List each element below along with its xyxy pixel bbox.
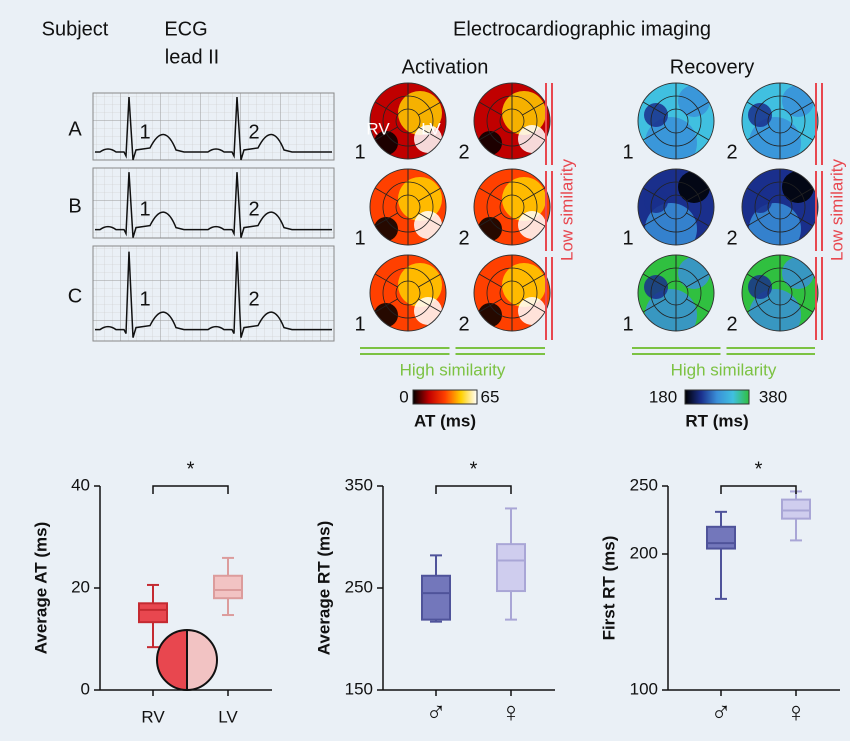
ecg-row-label: A (68, 118, 82, 140)
box (707, 527, 735, 549)
map-beat-label: 2 (726, 313, 737, 335)
beat-label: 1 (139, 198, 150, 220)
x-tick-label: ♂ (426, 696, 447, 727)
map-beat-label: 2 (726, 227, 737, 249)
map-beat-label: 2 (726, 141, 737, 163)
map-beat-label: 2 (458, 141, 469, 163)
y-tick-label: 100 (630, 679, 658, 698)
y-tick-label: 150 (345, 679, 373, 698)
colorbar-min: 180 (649, 387, 677, 406)
low-similarity: Low similarity (827, 158, 846, 261)
significance-label: * (755, 458, 763, 480)
y-tick-label: 250 (345, 577, 373, 596)
map-beat-label: 1 (622, 227, 633, 249)
x-tick-label: LV (218, 707, 238, 726)
ecg-row-label: B (68, 195, 81, 217)
significance-label: * (187, 458, 195, 480)
beat-label: 2 (248, 121, 259, 143)
map-beat-label: 2 (458, 313, 469, 335)
map-beat-label: 1 (622, 313, 633, 335)
y-axis-label: Average AT (ms) (31, 522, 50, 655)
high-similarity: High similarity (400, 360, 506, 379)
y-tick-label: 20 (71, 577, 90, 596)
box (422, 576, 450, 620)
map-beat-label: 1 (354, 313, 365, 335)
beat-label: 2 (248, 198, 259, 220)
y-tick-label: 350 (345, 475, 373, 494)
map-beat-label: 1 (354, 141, 365, 163)
colorbar (685, 390, 749, 404)
subject-header: Subject (42, 18, 109, 40)
map-beat-label: 2 (458, 227, 469, 249)
colorbar-max: 380 (759, 387, 787, 406)
colorbar-label: AT (ms) (414, 411, 476, 430)
activation-header: Activation (402, 56, 489, 78)
ecg-header: ECG (164, 18, 207, 40)
y-axis-label: Average RT (ms) (314, 521, 333, 655)
map-beat-label: 1 (622, 141, 633, 163)
box (497, 544, 525, 591)
high-similarity: High similarity (671, 360, 777, 379)
low-similarity: Low similarity (557, 158, 576, 261)
box (782, 500, 810, 519)
beat-label: 1 (139, 288, 150, 310)
box (139, 603, 167, 622)
ecg-row-label: C (68, 285, 82, 307)
y-tick-label: 0 (81, 679, 90, 698)
ventricle-label: RV (366, 119, 390, 138)
beat-label: 1 (139, 121, 150, 143)
significance-label: * (470, 458, 478, 480)
map-beat-label: 1 (354, 227, 365, 249)
x-tick-label: RV (141, 707, 165, 726)
x-tick-label: ♀ (786, 696, 807, 727)
ecg-header: lead II (165, 46, 219, 68)
colorbar-min: 0 (399, 387, 408, 406)
beat-label: 2 (248, 288, 259, 310)
box (214, 576, 242, 598)
y-axis-label: First RT (ms) (599, 536, 618, 641)
ecgi-header: Electrocardiographic imaging (453, 18, 711, 40)
colorbar (413, 390, 477, 404)
figure: Subject ECG lead II Electrocardiographic… (0, 0, 850, 741)
recovery-header: Recovery (670, 56, 754, 78)
x-tick-label: ♂ (711, 696, 732, 727)
colorbar-max: 65 (481, 387, 500, 406)
x-tick-label: ♀ (501, 696, 522, 727)
y-tick-label: 250 (630, 475, 658, 494)
y-tick-label: 40 (71, 475, 90, 494)
colorbar-label: RT (ms) (685, 411, 748, 430)
ventricle-label: LV (421, 119, 441, 138)
y-tick-label: 200 (630, 543, 658, 562)
